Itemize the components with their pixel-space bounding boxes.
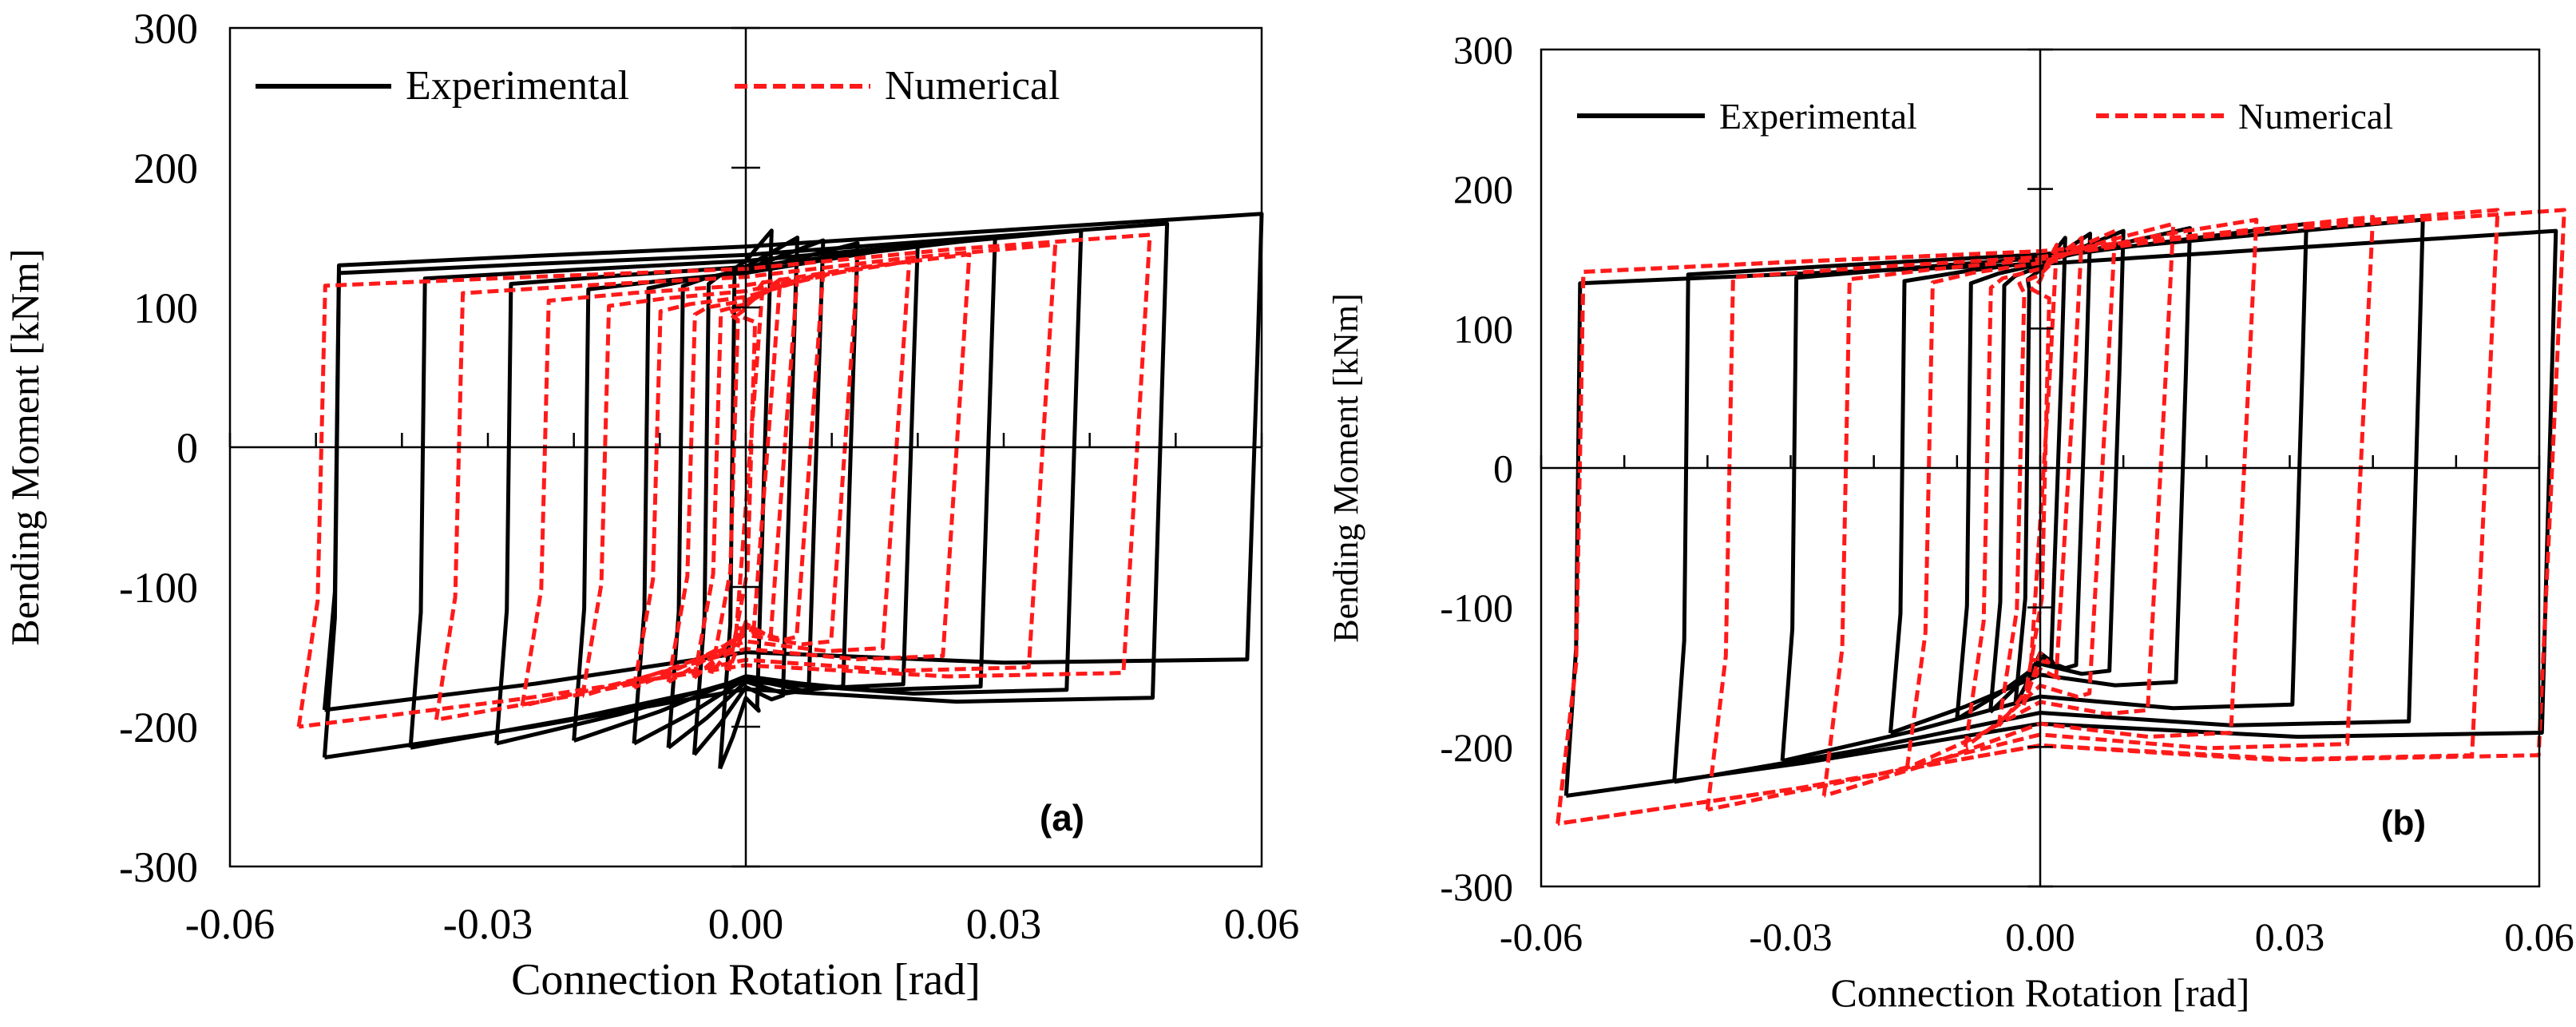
y-tick-label: 200: [1453, 167, 1513, 212]
tick-labels-b: -0.06 -0.03 0.00 0.03 0.06 -300 -200 -100 0 100 20…: [1440, 28, 2574, 960]
y-tick-label: 0: [176, 424, 198, 472]
x-tick-label: -0.06: [185, 900, 275, 948]
y-tick-label: -100: [119, 564, 198, 612]
experimental-loop: [1780, 221, 2308, 763]
y-axis-label-b: Bending Moment [kNm]: [1326, 293, 1365, 643]
y-axis-label-a: Bending Moment [kNm]: [2, 248, 47, 645]
y-tick-label: 100: [133, 284, 198, 332]
plot-lines-b: [1556, 208, 2566, 826]
numerical-loop: [1705, 215, 2376, 812]
y-tick-label: -200: [119, 704, 198, 751]
legend-b: Experimental Numerical: [1577, 96, 2393, 137]
x-tick-label: 0.00: [708, 900, 784, 948]
x-tick-label: -0.03: [443, 900, 533, 948]
legend-label-experimental-a: Experimental: [406, 63, 629, 109]
experimental-loop: [322, 212, 1264, 712]
legend-label-numerical-b: Numerical: [2238, 96, 2393, 137]
legend-label-experimental-b: Experimental: [1719, 96, 1917, 137]
plot-lines-a: [296, 212, 1264, 770]
x-tick-label: 0.06: [1224, 900, 1300, 948]
x-tick-label: 0.00: [2005, 914, 2075, 959]
ticks-a: [228, 26, 1263, 868]
x-tick-label: 0.03: [966, 900, 1042, 948]
panel-label-b: (b): [2381, 803, 2426, 843]
y-tick-label: 300: [1453, 28, 1513, 73]
ticks-b: [1540, 48, 2541, 888]
y-tick-label: 0: [1493, 446, 1513, 491]
legend-a: Experimental Numerical: [256, 63, 1060, 109]
x-tick-label: -0.03: [1749, 914, 1832, 959]
y-tick-label: 300: [133, 5, 198, 53]
y-tick-label: -100: [1440, 585, 1513, 630]
y-tick-label: 100: [1453, 307, 1513, 351]
tick-labels-a: -0.06 -0.03 0.00 0.03 0.06 -300 -200 -100 0 100 20…: [119, 5, 1299, 948]
y-tick-label: -300: [119, 843, 198, 891]
x-tick-label: 0.06: [2504, 914, 2574, 959]
x-tick-label: -0.06: [1500, 914, 1583, 959]
legend-label-numerical-a: Numerical: [885, 63, 1060, 109]
x-tick-label: 0.03: [2255, 914, 2325, 959]
numerical-loop: [1556, 208, 2566, 826]
numerical-loop: [1556, 208, 2500, 826]
chart-panel-a: -0.06 -0.03 0.00 0.03 0.06 -300 -200 -100 0 100 20…: [2, 5, 1299, 1005]
x-axis-label-a: Connection Rotation [rad]: [511, 955, 981, 1005]
x-axis-label-b: Connection Rotation [rad]: [1831, 970, 2250, 1015]
panel-label-a: (a): [1040, 797, 1084, 839]
numerical-loop: [580, 259, 912, 698]
chart-panel-b: -0.06 -0.03 0.00 0.03 0.06 -300 -200 -100 0 100 20…: [1326, 28, 2574, 1016]
y-tick-label: -200: [1440, 725, 1513, 770]
y-tick-label: 200: [133, 145, 198, 192]
y-tick-label: -300: [1440, 865, 1513, 910]
